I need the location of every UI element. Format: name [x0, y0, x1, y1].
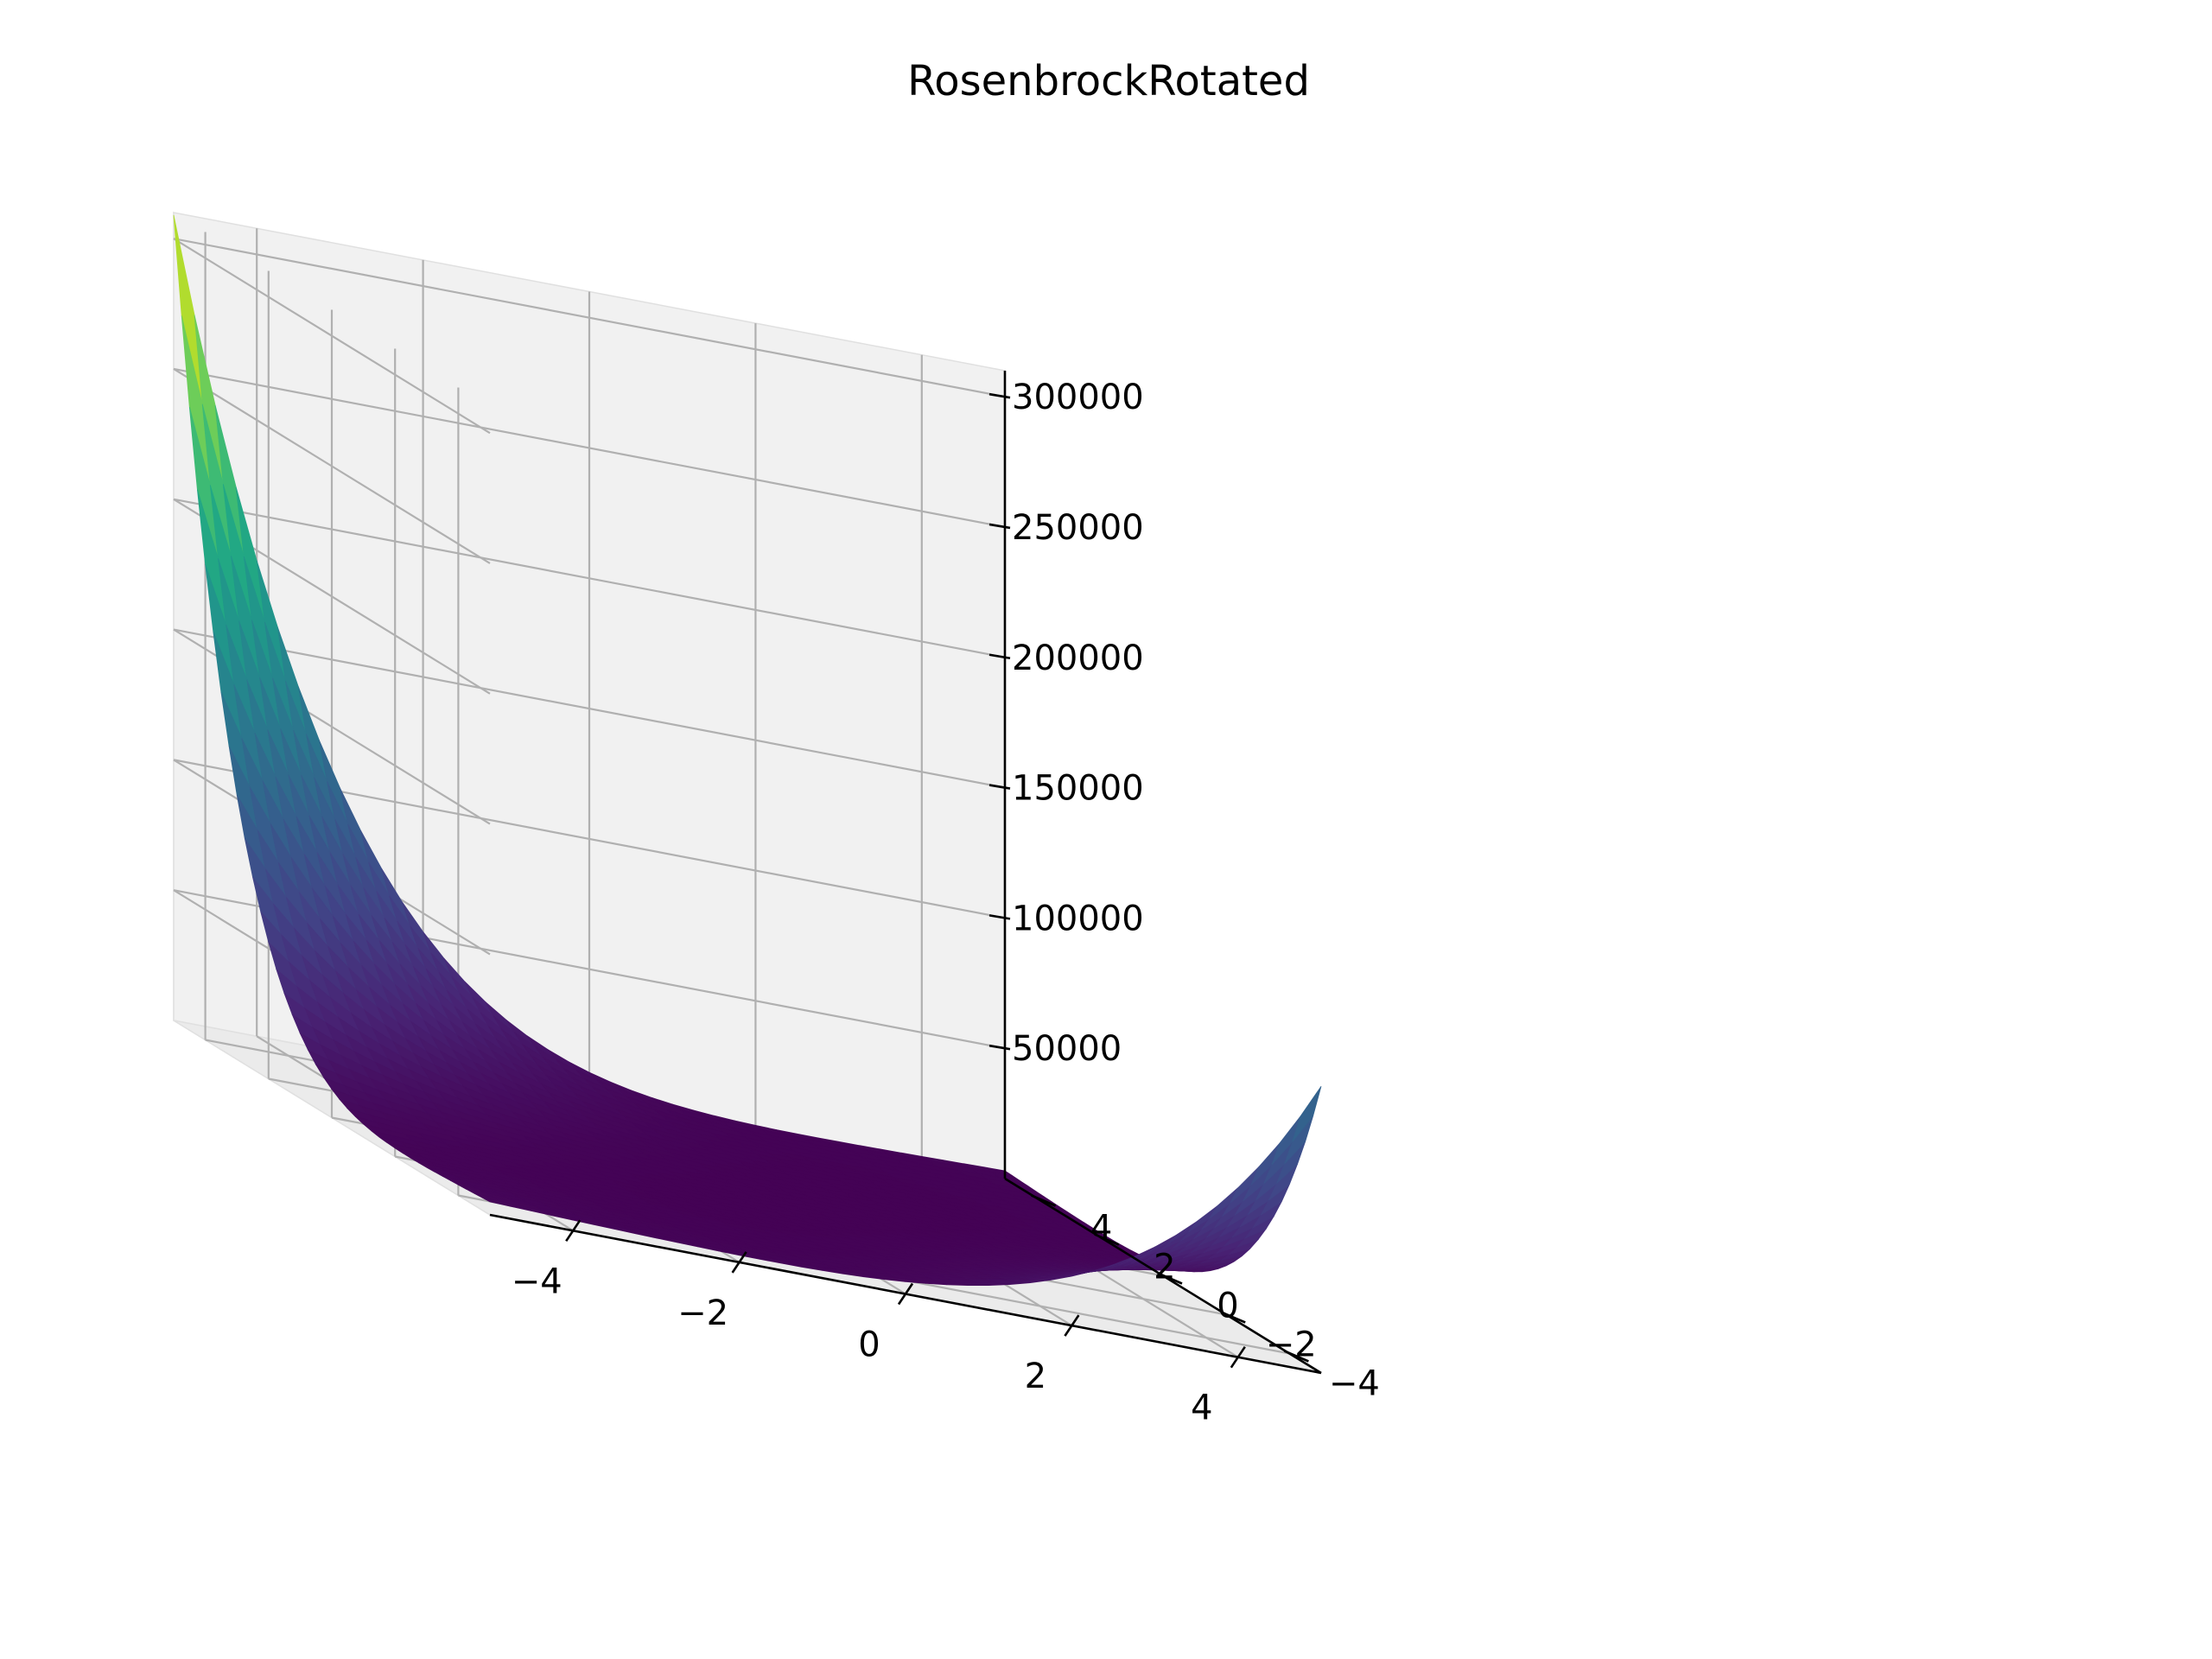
z-tick-label: 150000 [1012, 769, 1144, 809]
y-tick-label: −2 [1266, 1325, 1317, 1365]
z-tick [988, 784, 1011, 790]
x-tick-label: 4 [1191, 1389, 1212, 1428]
x-tick [1064, 1314, 1080, 1337]
x-tick [897, 1282, 914, 1306]
y-tick-label: 2 [1154, 1248, 1175, 1287]
surface [173, 214, 1322, 1287]
y-tick-label: 0 [1217, 1287, 1238, 1326]
x-tick [565, 1219, 582, 1243]
y-tick [1031, 1194, 1057, 1207]
x-tick-label: −2 [677, 1294, 728, 1333]
grid-line [173, 628, 1006, 789]
grid-line [173, 367, 1006, 529]
grid-line [173, 368, 491, 564]
axes: −4 −2 0 2 4 −4 −2 0 2 4 50000 100000 150000 200000 250… [489, 371, 1380, 1428]
z-tick-label: 300000 [1012, 378, 1144, 417]
x-tick [1230, 1345, 1246, 1369]
y-tick [1094, 1233, 1120, 1246]
x-tick [731, 1251, 747, 1274]
z-tick [988, 392, 1011, 399]
x-tick-label: 2 [1025, 1357, 1046, 1396]
z-tick [988, 914, 1011, 920]
x-tick-label: −4 [512, 1262, 563, 1301]
z-tick [988, 1044, 1011, 1051]
z-tick [988, 523, 1011, 530]
z-tick-label: 200000 [1012, 639, 1144, 678]
grid-line [173, 238, 491, 435]
y-tick [1283, 1350, 1309, 1363]
y-tick [1157, 1272, 1183, 1285]
surface-patch [1292, 1085, 1322, 1142]
z-tick-label: 50000 [1012, 1029, 1122, 1069]
x-tick-label: 0 [858, 1325, 880, 1365]
grid-line [173, 498, 1006, 658]
y-tick-label: −4 [1329, 1364, 1380, 1404]
grid-line [173, 238, 1006, 398]
y-tick-label: 4 [1090, 1209, 1112, 1249]
z-tick [988, 653, 1011, 660]
z-tick-label: 250000 [1012, 508, 1144, 548]
chart-title: RosenbrockRotated [907, 57, 1310, 105]
y-tick [1220, 1311, 1246, 1324]
z-tick-label: 100000 [1012, 899, 1144, 938]
